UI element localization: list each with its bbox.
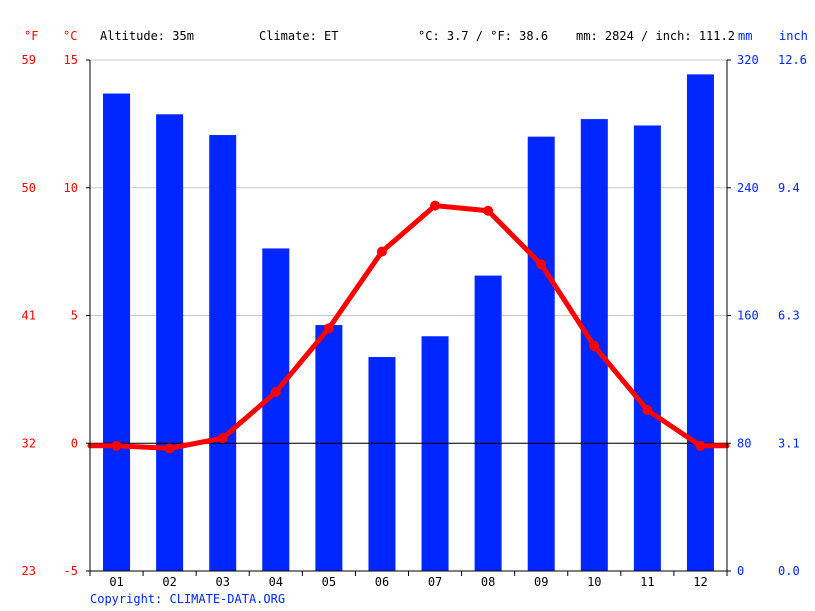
fahrenheit-tick-label: 50 xyxy=(22,181,36,195)
inch-tick-label: 3.1 xyxy=(778,436,800,450)
month-tick-label: 11 xyxy=(640,575,654,589)
month-tick-label: 08 xyxy=(481,575,495,589)
fahrenheit-tick-label: 59 xyxy=(22,53,36,67)
fahrenheit-tick-label: 32 xyxy=(22,436,36,450)
mm-tick-label: 0 xyxy=(737,564,744,578)
temperature-point xyxy=(642,405,653,416)
precipitation-bar xyxy=(262,248,290,571)
celsius-tick-label: 10 xyxy=(64,181,78,195)
avg-temperature-label: °C: 3.7 / °F: 38.6 xyxy=(418,29,548,43)
month-tick-label: 04 xyxy=(269,575,283,589)
temperature-point xyxy=(270,387,281,398)
inch-tick-label: 9.4 xyxy=(778,181,800,195)
precipitation-bar xyxy=(686,74,714,571)
unit-mm-label: mm xyxy=(738,29,752,43)
unit-inch-label: inch xyxy=(779,29,808,43)
mm-tick-label: 240 xyxy=(737,181,759,195)
mm-tick-label: 320 xyxy=(737,53,759,67)
inch-tick-label: 12.6 xyxy=(778,53,807,67)
precipitation-bar xyxy=(103,93,131,572)
mm-tick-label: 160 xyxy=(737,309,759,323)
temperature-point xyxy=(376,246,387,257)
unit-celsius-label: °C xyxy=(63,29,77,43)
precipitation-bar xyxy=(633,125,661,572)
temperature-point xyxy=(536,259,547,270)
month-tick-label: 02 xyxy=(162,575,176,589)
temperature-point xyxy=(695,440,706,451)
copyright-label: Copyright: CLIMATE-DATA.ORG xyxy=(90,592,285,606)
inch-tick-label: 0.0 xyxy=(778,564,800,578)
precipitation-bar xyxy=(315,325,343,571)
temperature-point xyxy=(164,443,175,454)
mm-tick-label: 80 xyxy=(737,436,751,450)
month-tick-label: 01 xyxy=(109,575,123,589)
fahrenheit-tick-label: 41 xyxy=(22,309,36,323)
precipitation-bar xyxy=(527,136,555,571)
celsius-tick-label: 0 xyxy=(71,436,78,450)
precipitation-bar xyxy=(209,135,237,571)
precipitation-bar xyxy=(421,336,449,571)
climate-label: Climate: ET xyxy=(259,29,338,43)
unit-fahrenheit-label: °F xyxy=(24,29,38,43)
temperature-line xyxy=(87,203,730,451)
total-precipitation-label: mm: 2824 / inch: 111.2 xyxy=(576,29,735,43)
altitude-label: Altitude: 35m xyxy=(100,29,194,43)
temperature-point xyxy=(589,341,600,352)
month-tick-label: 05 xyxy=(322,575,336,589)
month-tick-label: 09 xyxy=(534,575,548,589)
temperature-point xyxy=(483,205,494,216)
month-tick-label: 06 xyxy=(375,575,389,589)
precipitation-bar xyxy=(368,357,396,571)
month-tick-label: 12 xyxy=(693,575,707,589)
celsius-tick-label: 5 xyxy=(71,309,78,323)
precipitation-bars xyxy=(103,74,714,572)
temperature-point xyxy=(323,323,334,334)
axes xyxy=(86,59,731,576)
precipitation-bar xyxy=(474,275,502,571)
month-tick-label: 10 xyxy=(587,575,601,589)
temperature-point xyxy=(111,440,122,451)
fahrenheit-tick-label: 23 xyxy=(22,564,36,578)
temperature-point xyxy=(430,200,441,211)
month-tick-label: 03 xyxy=(215,575,229,589)
temperature-line-group xyxy=(87,200,730,454)
celsius-tick-label: 15 xyxy=(64,53,78,67)
month-tick-label: 07 xyxy=(428,575,442,589)
celsius-tick-label: -5 xyxy=(64,564,78,578)
grid-lines xyxy=(90,59,727,444)
inch-tick-label: 6.3 xyxy=(778,309,800,323)
tick-labels: -5 23 0 32 5 41 10 50 15 59 0 0.0 80 3.1 160 6.3 240 9.4 3… xyxy=(22,53,807,589)
precipitation-bar xyxy=(156,114,184,571)
temperature-point xyxy=(217,433,228,444)
